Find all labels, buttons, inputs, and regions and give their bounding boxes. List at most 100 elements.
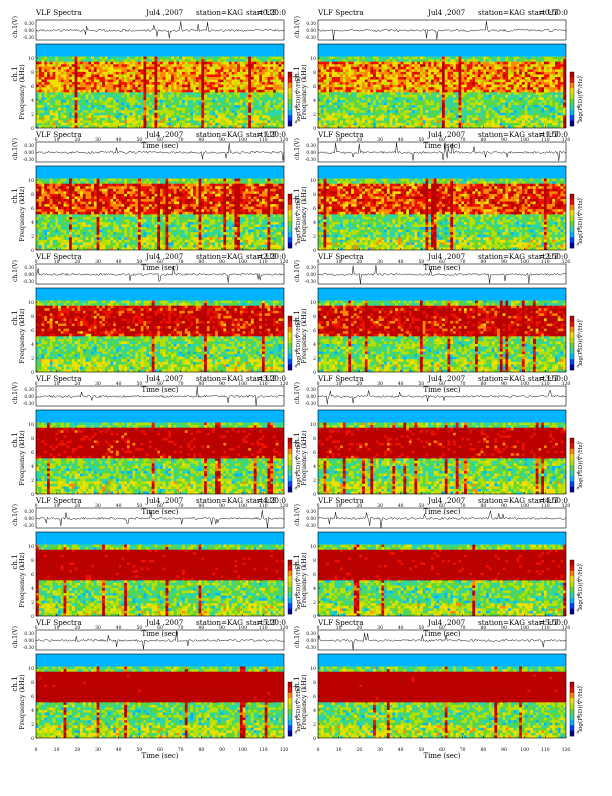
ylabel-frequency: Frequency (kHz) — [300, 674, 308, 730]
panel-title: VLF Spectra — [35, 130, 82, 139]
y-tick-label: 8 — [31, 558, 34, 564]
colorbar-segment — [570, 438, 574, 444]
y-tick-label: 0 — [313, 614, 316, 620]
y-tick-label: 0 — [313, 126, 316, 132]
y-tick-label: 6 — [313, 84, 316, 90]
colorbar-segment — [570, 104, 574, 110]
panel-start-time: =5:20:0 — [257, 618, 287, 627]
y-tick-label: 6 — [313, 572, 316, 578]
colorbar-segment — [288, 348, 292, 354]
waveform-tick-label: 0.30 — [24, 144, 34, 149]
colorbar-segment — [288, 609, 292, 615]
panel-title: VLF Spectra — [35, 618, 82, 627]
colorbar-segment — [288, 565, 292, 571]
colorbar-segment — [288, 232, 292, 238]
y-tick-label: 0 — [313, 248, 316, 254]
waveform-tick-label: -0.30 — [23, 402, 34, 407]
ylabel-frequency: Frequency (kHz) — [18, 64, 26, 120]
x-axis-label: Time (sec) — [423, 630, 460, 638]
colorbar-segment — [288, 720, 292, 726]
x-tick-label: 10 — [336, 747, 342, 753]
ylabel-frequency: Frequency (kHz) — [300, 64, 308, 120]
colorbar-segment — [288, 470, 292, 476]
y-tick-label: 6 — [313, 328, 316, 334]
colorbar-segment — [570, 465, 574, 471]
panel-start-time: =2:20:0 — [257, 252, 287, 261]
x-tick-label: 80 — [480, 747, 486, 753]
y-tick-label: 2 — [313, 234, 316, 240]
waveform-tick-label: 0.00 — [24, 395, 34, 400]
x-axis-label: Time (sec) — [141, 508, 178, 516]
colorbar-segment — [570, 232, 574, 238]
spectrogram-image — [318, 532, 566, 616]
y-tick-label: 2 — [31, 112, 34, 118]
colorbar-label: log(PSD)(V²/Hz) — [577, 442, 584, 488]
panel-start-time: =3:50:0 — [539, 374, 569, 383]
y-tick-label: 10 — [310, 666, 316, 672]
waveform-tick-label: -0.30 — [23, 646, 34, 651]
colorbar-segment — [288, 343, 292, 349]
y-tick-label: 8 — [31, 70, 34, 76]
waveform-tick-label: 0.30 — [306, 266, 316, 271]
colorbar-segment — [570, 110, 574, 116]
y-tick-label: 10 — [28, 666, 34, 672]
panel-title: VLF Spectra — [317, 8, 364, 17]
panel-title: VLF Spectra — [35, 252, 82, 261]
colorbar-segment — [570, 77, 574, 83]
y-tick-label: 8 — [31, 436, 34, 442]
waveform-tick-label: 0.30 — [306, 144, 316, 149]
y-tick-label: 10 — [28, 56, 34, 62]
colorbar-segment — [288, 194, 292, 200]
colorbar-segment — [570, 582, 574, 588]
colorbar-segment — [570, 693, 574, 699]
colorbar-segment — [570, 88, 574, 94]
panel-station: station=KAG — [196, 130, 243, 139]
y-tick-label: 2 — [313, 356, 316, 362]
waveform-ylabel: ch.1(V) — [12, 382, 19, 404]
waveform-tick-label: 0.00 — [24, 517, 34, 522]
panel-start-time: =5:50:0 — [539, 618, 569, 627]
waveform-tick-label: -0.30 — [23, 524, 34, 529]
colorbar-segment — [288, 316, 292, 322]
y-tick-label: 6 — [313, 450, 316, 456]
colorbar-segment — [288, 731, 292, 737]
x-tick-label: 40 — [116, 747, 122, 753]
waveform-ylabel: ch.1(V) — [294, 260, 301, 282]
y-tick-label: 10 — [28, 544, 34, 550]
waveform-tick-label: -0.30 — [23, 280, 34, 285]
colorbar-segment — [570, 99, 574, 105]
panel-date: Jul4 ,2007 — [145, 618, 184, 627]
colorbar-segment — [570, 94, 574, 100]
y-tick-label: 4 — [313, 342, 316, 348]
waveform-tick-label: 0.30 — [306, 22, 316, 27]
y-tick-label: 10 — [310, 422, 316, 428]
y-tick-label: 6 — [313, 694, 316, 700]
colorbar-segment — [570, 576, 574, 582]
x-axis-label: Time (sec) — [423, 508, 460, 516]
waveform-tick-label: 0.00 — [306, 273, 316, 278]
waveform-tick-label: 0.30 — [24, 510, 34, 515]
ylabel-frequency: Frequency (kHz) — [18, 674, 26, 730]
y-tick-label: 2 — [31, 356, 34, 362]
colorbar-segment — [570, 199, 574, 205]
waveform-tick-label: -0.30 — [305, 524, 316, 529]
y-tick-label: 4 — [313, 464, 316, 470]
colorbar-label: log(PSD)(V²/Hz) — [577, 320, 584, 366]
ylabel-frequency: Frequency (kHz) — [300, 552, 308, 608]
colorbar-segment — [288, 121, 292, 127]
y-tick-label: 2 — [31, 722, 34, 728]
colorbar-segment — [288, 321, 292, 327]
waveform-tick-label: -0.30 — [305, 402, 316, 407]
y-tick-label: 6 — [31, 694, 34, 700]
colorbar-segment — [570, 709, 574, 715]
y-tick-label: 4 — [31, 586, 34, 592]
waveform-tick-label: 0.00 — [306, 151, 316, 156]
panel-start-time: =1:20:0 — [257, 130, 287, 139]
colorbar-segment — [288, 72, 292, 78]
waveform-tick-label: 0.00 — [306, 29, 316, 34]
y-tick-label: 8 — [313, 680, 316, 686]
x-tick-label: 120 — [280, 747, 289, 753]
